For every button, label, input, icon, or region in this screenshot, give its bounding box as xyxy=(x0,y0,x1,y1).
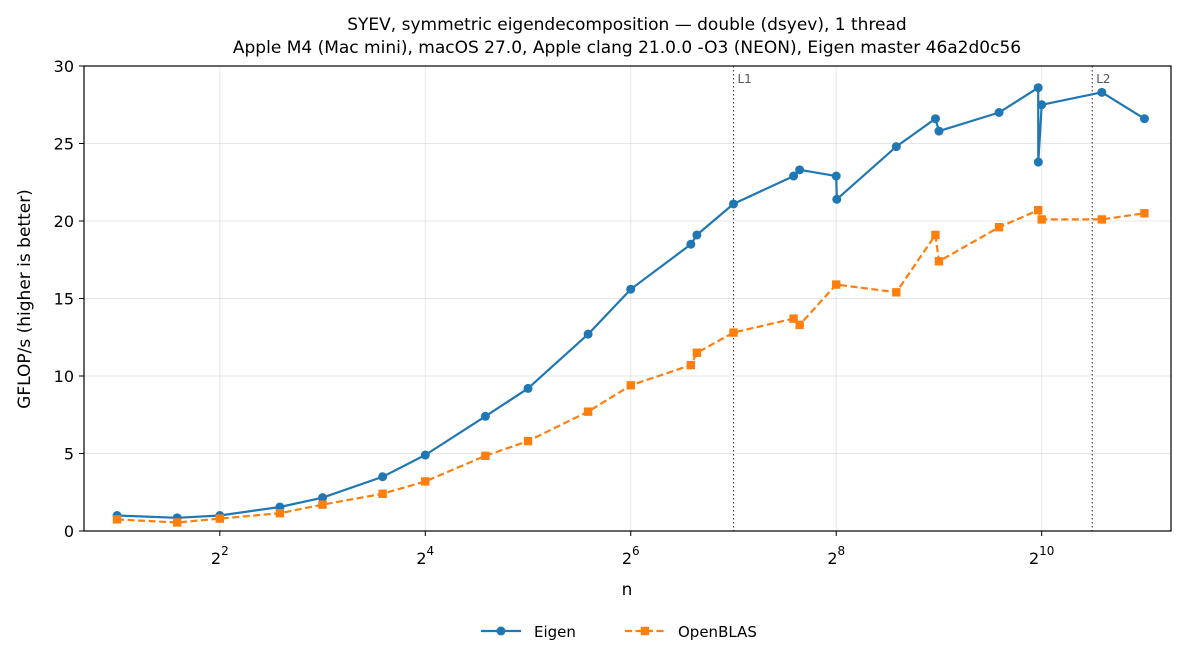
data-point xyxy=(626,381,635,390)
data-point xyxy=(930,114,940,124)
data-point xyxy=(480,411,490,421)
legend-swatch-marker xyxy=(496,626,506,636)
data-point xyxy=(795,320,804,330)
data-point xyxy=(994,108,1004,117)
data-point xyxy=(1097,87,1107,97)
data-point xyxy=(378,489,387,498)
x-tick-label: 28 xyxy=(827,544,845,568)
data-point xyxy=(523,383,533,393)
chart-title: SYEV, symmetric eigendecomposition — dou… xyxy=(347,15,906,35)
y-axis-ticks: 0 5 10 15 20 25 30 xyxy=(54,57,84,541)
y-axis-label: GFLOP/s (higher is better) xyxy=(15,189,35,409)
series-eigen xyxy=(112,83,1149,523)
data-point xyxy=(583,329,593,339)
legend-item-eigen: Eigen xyxy=(481,623,576,641)
data-point xyxy=(832,194,842,204)
cache-label-l1: L1 xyxy=(737,72,751,86)
data-point xyxy=(891,142,901,152)
x-tick-label: 22 xyxy=(211,544,229,568)
data-point xyxy=(994,223,1004,232)
data-point xyxy=(729,328,738,337)
data-point xyxy=(832,280,841,289)
data-point xyxy=(318,493,328,503)
data-point xyxy=(420,450,430,460)
data-point xyxy=(1033,83,1043,93)
data-point xyxy=(481,451,490,461)
y-tick-label: 10 xyxy=(54,367,74,386)
data-point xyxy=(692,348,702,357)
data-point xyxy=(172,518,182,527)
data-point xyxy=(1139,114,1149,124)
cache-label-l2: L2 xyxy=(1096,72,1110,86)
data-point xyxy=(892,288,901,297)
legend-swatch-marker xyxy=(640,626,650,636)
data-point xyxy=(318,500,327,509)
data-point xyxy=(686,239,696,249)
data-point xyxy=(795,165,805,175)
y-tick-label: 25 xyxy=(54,135,74,154)
legend: Eigen OpenBLAS xyxy=(481,623,757,641)
data-point xyxy=(378,472,388,482)
data-point xyxy=(789,171,799,181)
data-point xyxy=(583,407,593,416)
y-tick-label: 0 xyxy=(64,522,74,541)
data-point xyxy=(112,515,122,524)
data-point xyxy=(934,126,944,136)
y-tick-label: 15 xyxy=(54,290,74,309)
data-point xyxy=(275,508,285,518)
data-point xyxy=(1033,205,1043,215)
data-point xyxy=(1037,215,1046,224)
x-axis-ticks: 22 24 26 28 210 xyxy=(211,531,1054,568)
legend-item-openblas: OpenBLAS xyxy=(625,623,757,641)
series-openblas xyxy=(112,205,1149,527)
data-point xyxy=(934,257,944,266)
y-tick-label: 5 xyxy=(64,445,74,464)
data-point xyxy=(523,436,533,446)
legend-label: Eigen xyxy=(534,623,576,641)
data-point xyxy=(1033,157,1043,167)
data-point xyxy=(931,230,940,240)
x-axis-label: n xyxy=(622,580,633,600)
x-tick-label: 24 xyxy=(416,544,434,568)
data-point xyxy=(1140,209,1149,218)
cache-lines: L1 L2 xyxy=(732,66,1111,531)
x-tick-label: 26 xyxy=(622,544,640,568)
data-point xyxy=(692,230,702,240)
legend-label: OpenBLAS xyxy=(678,623,757,641)
y-tick-label: 30 xyxy=(54,57,74,76)
data-point xyxy=(728,199,738,209)
chart-subtitle: Apple M4 (Mac mini), macOS 27.0, Apple c… xyxy=(233,38,1021,58)
data-point xyxy=(1097,215,1106,224)
data-point xyxy=(1037,100,1047,110)
data-point xyxy=(626,284,636,294)
data-point xyxy=(215,514,225,523)
series-group xyxy=(112,83,1149,527)
x-tick-label: 210 xyxy=(1029,544,1054,568)
data-point xyxy=(789,314,798,323)
data-point xyxy=(831,171,841,181)
y-tick-label: 20 xyxy=(54,212,74,231)
data-point xyxy=(421,477,430,486)
data-point xyxy=(686,360,696,370)
